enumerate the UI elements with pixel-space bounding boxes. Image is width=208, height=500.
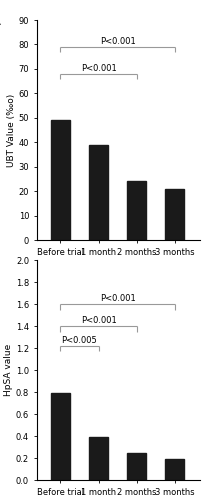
Bar <box>89 144 108 240</box>
Text: P<0.001: P<0.001 <box>81 64 116 72</box>
Bar <box>127 452 146 480</box>
Bar <box>127 182 146 240</box>
Bar <box>165 188 184 240</box>
Text: P<0.005: P<0.005 <box>62 336 97 344</box>
Text: P<0.001: P<0.001 <box>81 316 116 325</box>
Y-axis label: HpSA value: HpSA value <box>4 344 13 396</box>
Bar <box>51 120 70 240</box>
Text: P<0.001: P<0.001 <box>100 37 135 46</box>
Bar <box>89 437 108 480</box>
Bar <box>165 459 184 480</box>
Text: P<0.001: P<0.001 <box>100 294 135 303</box>
Y-axis label: UBT Value (‰o): UBT Value (‰o) <box>7 94 16 166</box>
Bar <box>51 393 70 480</box>
